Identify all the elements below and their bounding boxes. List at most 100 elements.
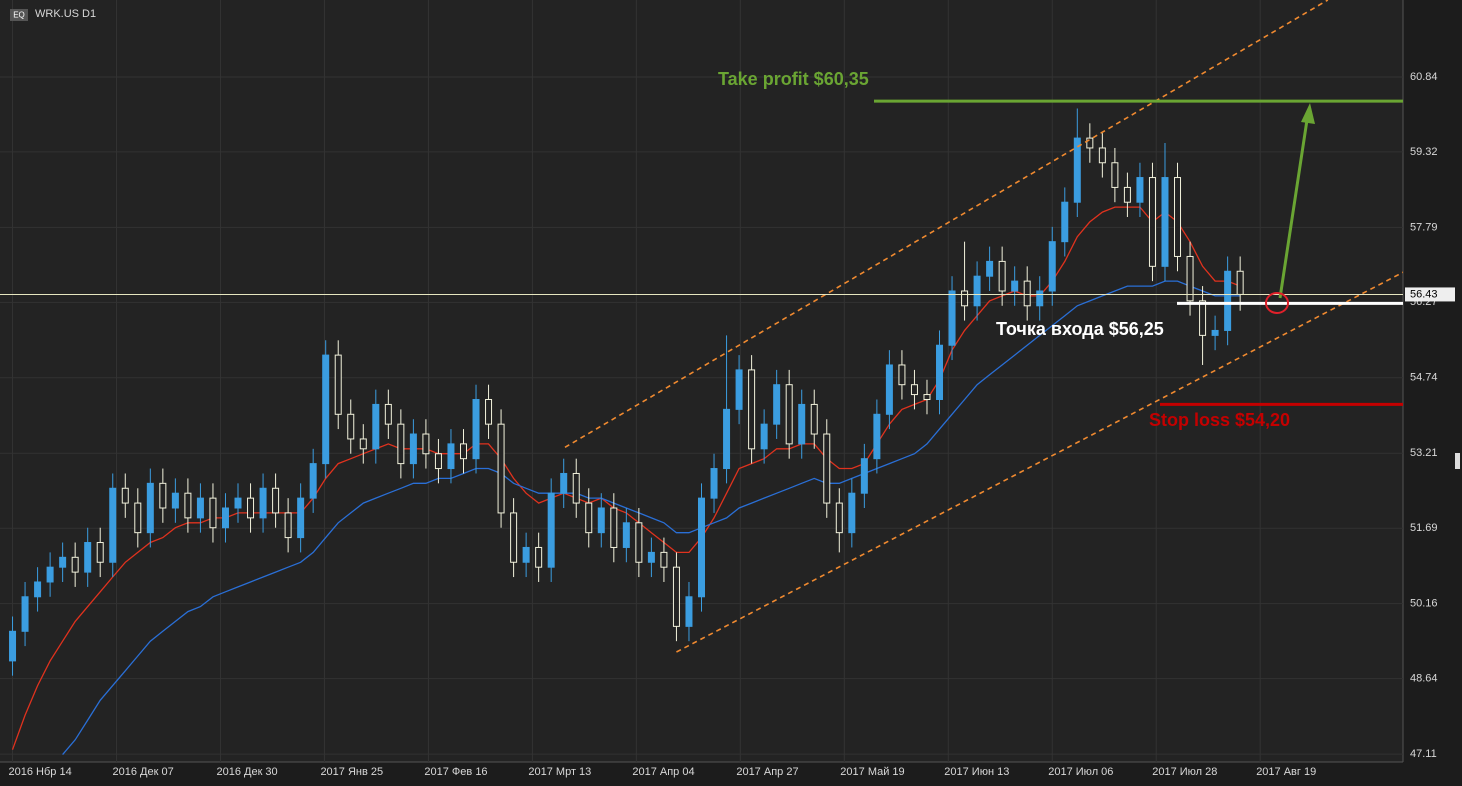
level-label: Stop loss $54,20	[1149, 410, 1290, 430]
candle-body	[1098, 147, 1106, 164]
candle-body	[234, 497, 242, 509]
candle-body	[397, 423, 405, 465]
candle-body	[948, 290, 956, 346]
badge: EQ	[13, 11, 25, 20]
candle-body	[134, 502, 142, 534]
candle-body	[1086, 137, 1094, 149]
candle-body	[171, 492, 179, 509]
x-tick-label: 2017 Апр 27	[736, 766, 798, 778]
candle-body	[422, 433, 430, 455]
price-tag	[1405, 287, 1455, 302]
candle-body	[1174, 177, 1182, 257]
arrow-head	[1301, 103, 1315, 124]
x-tick-label: 2017 Июл 06	[1048, 766, 1113, 778]
y-tick-label: 47.11	[1410, 748, 1437, 760]
candle-body	[384, 403, 392, 425]
level-label: Take profit $60,35	[718, 69, 869, 89]
x-tick-label: 2016 Дек 07	[112, 766, 173, 778]
candle-body	[359, 438, 367, 450]
candle-body	[1136, 177, 1144, 203]
candle-body	[146, 482, 154, 534]
candle-body	[510, 512, 518, 563]
candle-body	[860, 458, 868, 494]
x-tick-label: 2017 Авг 19	[1256, 766, 1316, 778]
candle-body	[785, 384, 793, 445]
x-tick-label: 2017 Июл 28	[1152, 766, 1217, 778]
y-tick-label: 60.84	[1410, 71, 1438, 83]
candle-body	[434, 453, 442, 470]
candle-body	[823, 433, 831, 504]
candle-body	[735, 369, 743, 410]
y-tick-label: 53.21	[1410, 447, 1438, 459]
x-tick-label: 2017 Мрт 13	[528, 766, 591, 778]
candle-body	[635, 522, 643, 563]
candle-body	[835, 502, 843, 534]
price-tag-label: 56.43	[1410, 288, 1438, 300]
candle-body	[998, 260, 1006, 292]
target-arrow	[1278, 119, 1309, 299]
candle-body	[522, 546, 530, 563]
x-tick-label: 2017 Май 19	[840, 766, 904, 778]
candle-body	[698, 497, 705, 598]
candle-body	[497, 423, 505, 514]
candle-body	[34, 581, 42, 598]
candle-body	[1236, 270, 1244, 295]
y-tick-label: 57.79	[1410, 221, 1438, 233]
candle-body	[9, 630, 17, 662]
candle-body	[159, 482, 167, 509]
candle-body	[409, 433, 417, 465]
candle-body	[848, 492, 856, 534]
candle-body	[572, 472, 580, 504]
y-tick-label: 59.32	[1410, 146, 1438, 158]
time-axis	[0, 762, 1462, 786]
candle-body	[322, 354, 330, 465]
candle-body	[109, 487, 117, 563]
candle-body	[447, 443, 455, 470]
x-tick-label: 2017 Июн 13	[944, 766, 1009, 778]
candle-body	[84, 542, 92, 573]
candle-body	[347, 413, 355, 440]
candle-body	[1036, 290, 1044, 307]
candle-body	[309, 463, 317, 499]
candle-body	[798, 403, 806, 445]
candle-body	[560, 472, 568, 494]
channel-line	[676, 271, 1403, 653]
y-tick-label: 48.64	[1410, 673, 1438, 685]
candle-body	[748, 369, 756, 450]
candle-body	[898, 364, 906, 386]
candle-body	[372, 403, 380, 450]
candle-body	[597, 507, 605, 534]
candle-body	[485, 398, 493, 425]
moving-average	[62, 280, 1241, 756]
candle-body	[472, 398, 480, 460]
candle-body	[184, 492, 192, 519]
instrument: WRK.US D1	[35, 8, 96, 20]
y-tick-label: 51.69	[1410, 522, 1438, 534]
candle-body	[1073, 137, 1081, 203]
candle-body	[622, 522, 630, 548]
candle-body	[259, 487, 267, 519]
candle-body	[1148, 177, 1156, 267]
candle-body	[961, 290, 969, 307]
candle-body	[810, 403, 818, 435]
candle-body	[760, 423, 768, 450]
candle-body	[610, 507, 618, 548]
candle-body	[46, 566, 54, 583]
candle-body	[773, 384, 781, 425]
candle-body	[723, 408, 731, 470]
candle-body	[986, 260, 994, 277]
candle-body	[71, 556, 79, 573]
candle-body	[59, 556, 67, 568]
x-tick-label: 2017 Апр 04	[632, 766, 694, 778]
candle-body	[1161, 177, 1169, 267]
candle-body	[923, 394, 931, 400]
candle-body	[1123, 186, 1131, 203]
candle-body	[1199, 300, 1207, 336]
candle-body	[685, 596, 693, 627]
scroll-handle[interactable]	[1455, 453, 1460, 469]
candle-body	[885, 364, 893, 415]
channel-line	[564, 0, 1329, 449]
candle-body	[1186, 255, 1194, 302]
candle-body	[459, 443, 467, 460]
